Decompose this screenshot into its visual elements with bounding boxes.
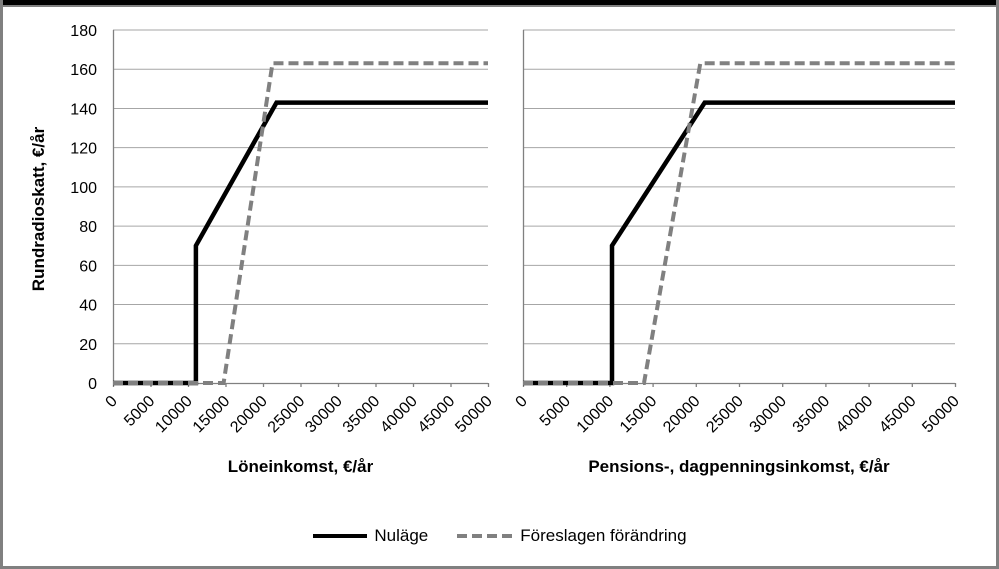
series-line-current-left bbox=[113, 100, 488, 386]
chart-panel-right: 0 5000 10000 15000 20000 25000 30000 35000 40000… bbox=[503, 20, 973, 452]
y-tick-label: 40 bbox=[79, 298, 97, 315]
x-tick-label: 25000 bbox=[265, 393, 309, 437]
y-tick-label: 0 bbox=[88, 376, 97, 393]
series-line-current-right bbox=[523, 100, 955, 386]
x-tick-label: 0 bbox=[513, 393, 531, 411]
x-tick-label: 15000 bbox=[617, 393, 661, 437]
x-tick-label: 25000 bbox=[703, 393, 747, 437]
x-tick-label: 45000 bbox=[876, 393, 920, 437]
y-tick-label: 60 bbox=[79, 258, 97, 275]
legend-item-proposed: Föreslagen förändring bbox=[456, 526, 687, 546]
x-tick-label: 50000 bbox=[919, 393, 963, 437]
y-tick-label: 80 bbox=[79, 219, 97, 236]
legend-label-current: Nuläge bbox=[374, 526, 429, 545]
chart-panel-left: 0 20 40 60 80 100 120 140 160 180 0 5000 10000 15000 2… bbox=[39, 20, 498, 452]
y-tick-label: 120 bbox=[70, 141, 97, 158]
x-tick-label: 35000 bbox=[790, 393, 834, 437]
x-tick-label: 15000 bbox=[190, 393, 234, 437]
x-axis-title-right: Pensions-, dagpenningsinkomst, €/år bbox=[588, 457, 890, 476]
x-axis-title-left: Löneinkomst, €/år bbox=[227, 457, 374, 476]
frame-top-border bbox=[3, 5, 996, 7]
x-tick-label: 5000 bbox=[537, 393, 574, 430]
y-tick-label: 20 bbox=[79, 337, 97, 354]
legend: Nuläge Föreslagen förändring bbox=[3, 521, 996, 551]
frame-top-bar bbox=[3, 0, 996, 5]
y-tick-label: 100 bbox=[70, 180, 97, 197]
y-tick-label: 180 bbox=[70, 23, 97, 40]
x-tick-label: 30000 bbox=[302, 393, 346, 437]
x-tick-label: 10000 bbox=[574, 393, 618, 437]
y-tick-label: 160 bbox=[70, 62, 97, 79]
x-tick-label: 50000 bbox=[452, 393, 496, 437]
x-tick-label: 40000 bbox=[377, 393, 421, 437]
x-tick-label: 30000 bbox=[747, 393, 791, 437]
y-tick-label: 140 bbox=[70, 101, 97, 118]
x-tick-label: 20000 bbox=[227, 393, 271, 437]
legend-line-dashed-icon bbox=[457, 534, 514, 538]
legend-item-current: Nuläge bbox=[312, 526, 428, 546]
series-line-proposed-left bbox=[113, 61, 488, 385]
x-tick-label: 40000 bbox=[833, 393, 877, 437]
x-tick-label: 0 bbox=[103, 393, 121, 411]
series-line-proposed-right bbox=[523, 61, 955, 385]
chart-svg-right: 0 5000 10000 15000 20000 25000 30000 35000 40000… bbox=[513, 29, 963, 437]
legend-line-solid-icon bbox=[313, 534, 368, 538]
x-tick-label: 10000 bbox=[152, 393, 196, 437]
x-tick-label: 35000 bbox=[340, 393, 384, 437]
legend-label-proposed: Föreslagen förändring bbox=[520, 526, 687, 545]
x-tick-label: 45000 bbox=[415, 393, 459, 437]
x-tick-label: 20000 bbox=[660, 393, 704, 437]
